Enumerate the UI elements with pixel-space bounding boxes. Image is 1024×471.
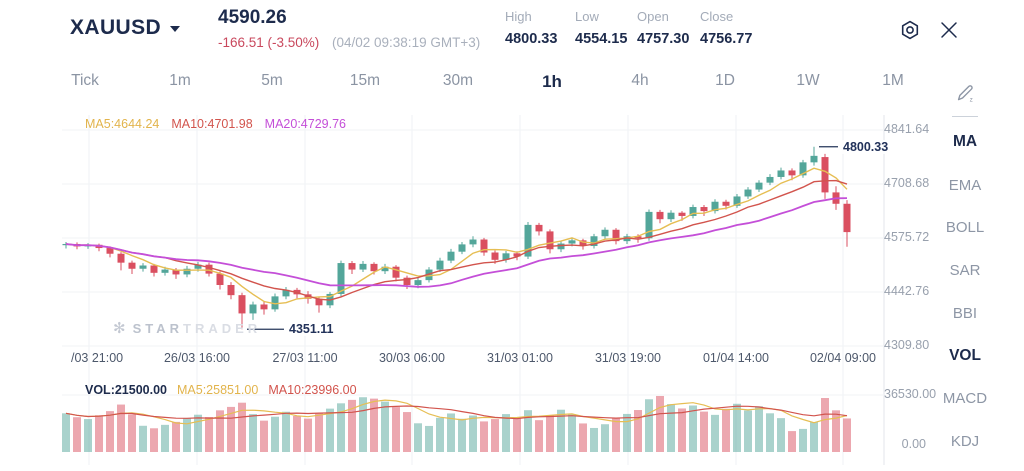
- price-axis-label: 4575.72: [884, 230, 930, 244]
- ma10-legend: MA10:4701.98: [171, 117, 253, 131]
- indicator-kdj[interactable]: KDJ: [950, 432, 980, 450]
- tab-30m[interactable]: 30m: [442, 72, 474, 89]
- startrader-logo-icon: ✻: [113, 320, 126, 337]
- chevron-down-icon: [170, 26, 181, 32]
- ma-legend: MA5:4644.24 MA10:4701.98 MA20:4729.76: [85, 117, 346, 131]
- indicator-ema[interactable]: EMA: [948, 176, 982, 194]
- price-axis-label: 4708.68: [884, 176, 930, 190]
- time-axis-label: 02/04 09:00: [809, 351, 877, 365]
- indicator-macd[interactable]: MACD: [942, 389, 988, 407]
- tab-5m[interactable]: 5m: [261, 72, 283, 89]
- tab-15m[interactable]: 15m: [349, 72, 381, 89]
- time-axis-label: /03 21:00: [71, 351, 124, 365]
- tab-1w[interactable]: 1W: [796, 72, 820, 89]
- symbol-name: XAUUSD: [70, 16, 162, 39]
- low-annotation: 4351.11: [287, 322, 336, 337]
- volume-axis-label: 0.00: [901, 437, 926, 451]
- tab-4h[interactable]: 4h: [631, 72, 649, 89]
- stat-open-label: Open: [637, 9, 669, 24]
- indicator-bbi[interactable]: BBI: [952, 304, 978, 322]
- indicator-sidebar: z MA EMA BOLL SAR BBI VOL MACD KDJ: [922, 80, 1008, 463]
- time-axis-label: 31/03 19:00: [594, 351, 662, 365]
- time-axis-label: 27/03 11:00: [272, 351, 338, 365]
- quote-timestamp: (04/02 09:38:19 GMT+3): [332, 35, 481, 50]
- gear-icon: [901, 20, 919, 40]
- time-axis-label: 01/04 14:00: [702, 351, 770, 365]
- startrader-watermark: ✻ STARTRADER: [113, 319, 261, 337]
- price-axis-label: 4841.64: [884, 122, 930, 136]
- vol-ma10-legend: MA10:23996.00: [268, 383, 357, 397]
- ma5-legend: MA5:4644.24: [85, 117, 160, 131]
- ma20-legend: MA20:4729.76: [264, 117, 346, 131]
- close-button[interactable]: [936, 17, 962, 43]
- tab-1mo[interactable]: 1M: [882, 72, 904, 89]
- stat-high-value: 4800.33: [505, 31, 558, 47]
- stat-low: Low 4554.15: [575, 9, 627, 47]
- pencil-icon: z: [957, 85, 973, 103]
- stat-close: Close 4756.77: [700, 9, 752, 47]
- volume-legend: VOL:21500.00 MA5:25851.00 MA10:23996.00: [85, 383, 357, 397]
- stat-low-value: 4554.15: [575, 31, 628, 47]
- tab-tick[interactable]: Tick: [71, 72, 99, 89]
- volume-axis-label: 36530.00: [884, 387, 937, 401]
- stat-open: Open 4757.30: [637, 9, 689, 47]
- edit-indicators-button[interactable]: z: [952, 80, 978, 106]
- sidebar-divider: [952, 116, 978, 117]
- price-change: -166.51 (-3.50%): [218, 35, 320, 50]
- indicator-sar[interactable]: SAR: [949, 261, 981, 279]
- stat-close-label: Close: [700, 9, 734, 24]
- symbol-selector[interactable]: XAUUSD: [70, 16, 181, 40]
- watermark-trader: TRADER: [183, 320, 262, 336]
- vol-ma5-legend: MA5:25851.00: [177, 383, 259, 397]
- svg-text:z: z: [970, 96, 973, 103]
- tab-1d[interactable]: 1D: [715, 72, 735, 89]
- last-price: 4590.26: [218, 7, 287, 28]
- time-axis-label: 30/03 06:00: [378, 351, 446, 365]
- settings-button[interactable]: [897, 17, 923, 43]
- stat-low-label: Low: [575, 9, 599, 24]
- time-axis-label: 31/03 01:00: [486, 351, 554, 365]
- stat-high: High 4800.33: [505, 9, 557, 47]
- indicator-boll[interactable]: BOLL: [945, 219, 985, 237]
- tab-1m[interactable]: 1m: [169, 72, 191, 89]
- stat-open-value: 4757.30: [637, 31, 690, 47]
- tab-1h[interactable]: 1h: [542, 72, 562, 91]
- stat-high-label: High: [505, 9, 532, 24]
- indicator-ma[interactable]: MA: [952, 133, 978, 151]
- high-annotation: 4800.33: [841, 139, 891, 154]
- stat-close-value: 4756.77: [700, 31, 753, 47]
- close-icon: [941, 22, 957, 38]
- watermark-star: STAR: [132, 320, 184, 336]
- vol-value-legend: VOL:21500.00: [85, 383, 167, 397]
- time-axis-label: 26/03 16:00: [163, 351, 231, 365]
- price-axis-label: 4309.80: [884, 338, 930, 352]
- price-axis-label: 4442.76: [884, 284, 930, 298]
- indicator-vol[interactable]: VOL: [949, 346, 981, 364]
